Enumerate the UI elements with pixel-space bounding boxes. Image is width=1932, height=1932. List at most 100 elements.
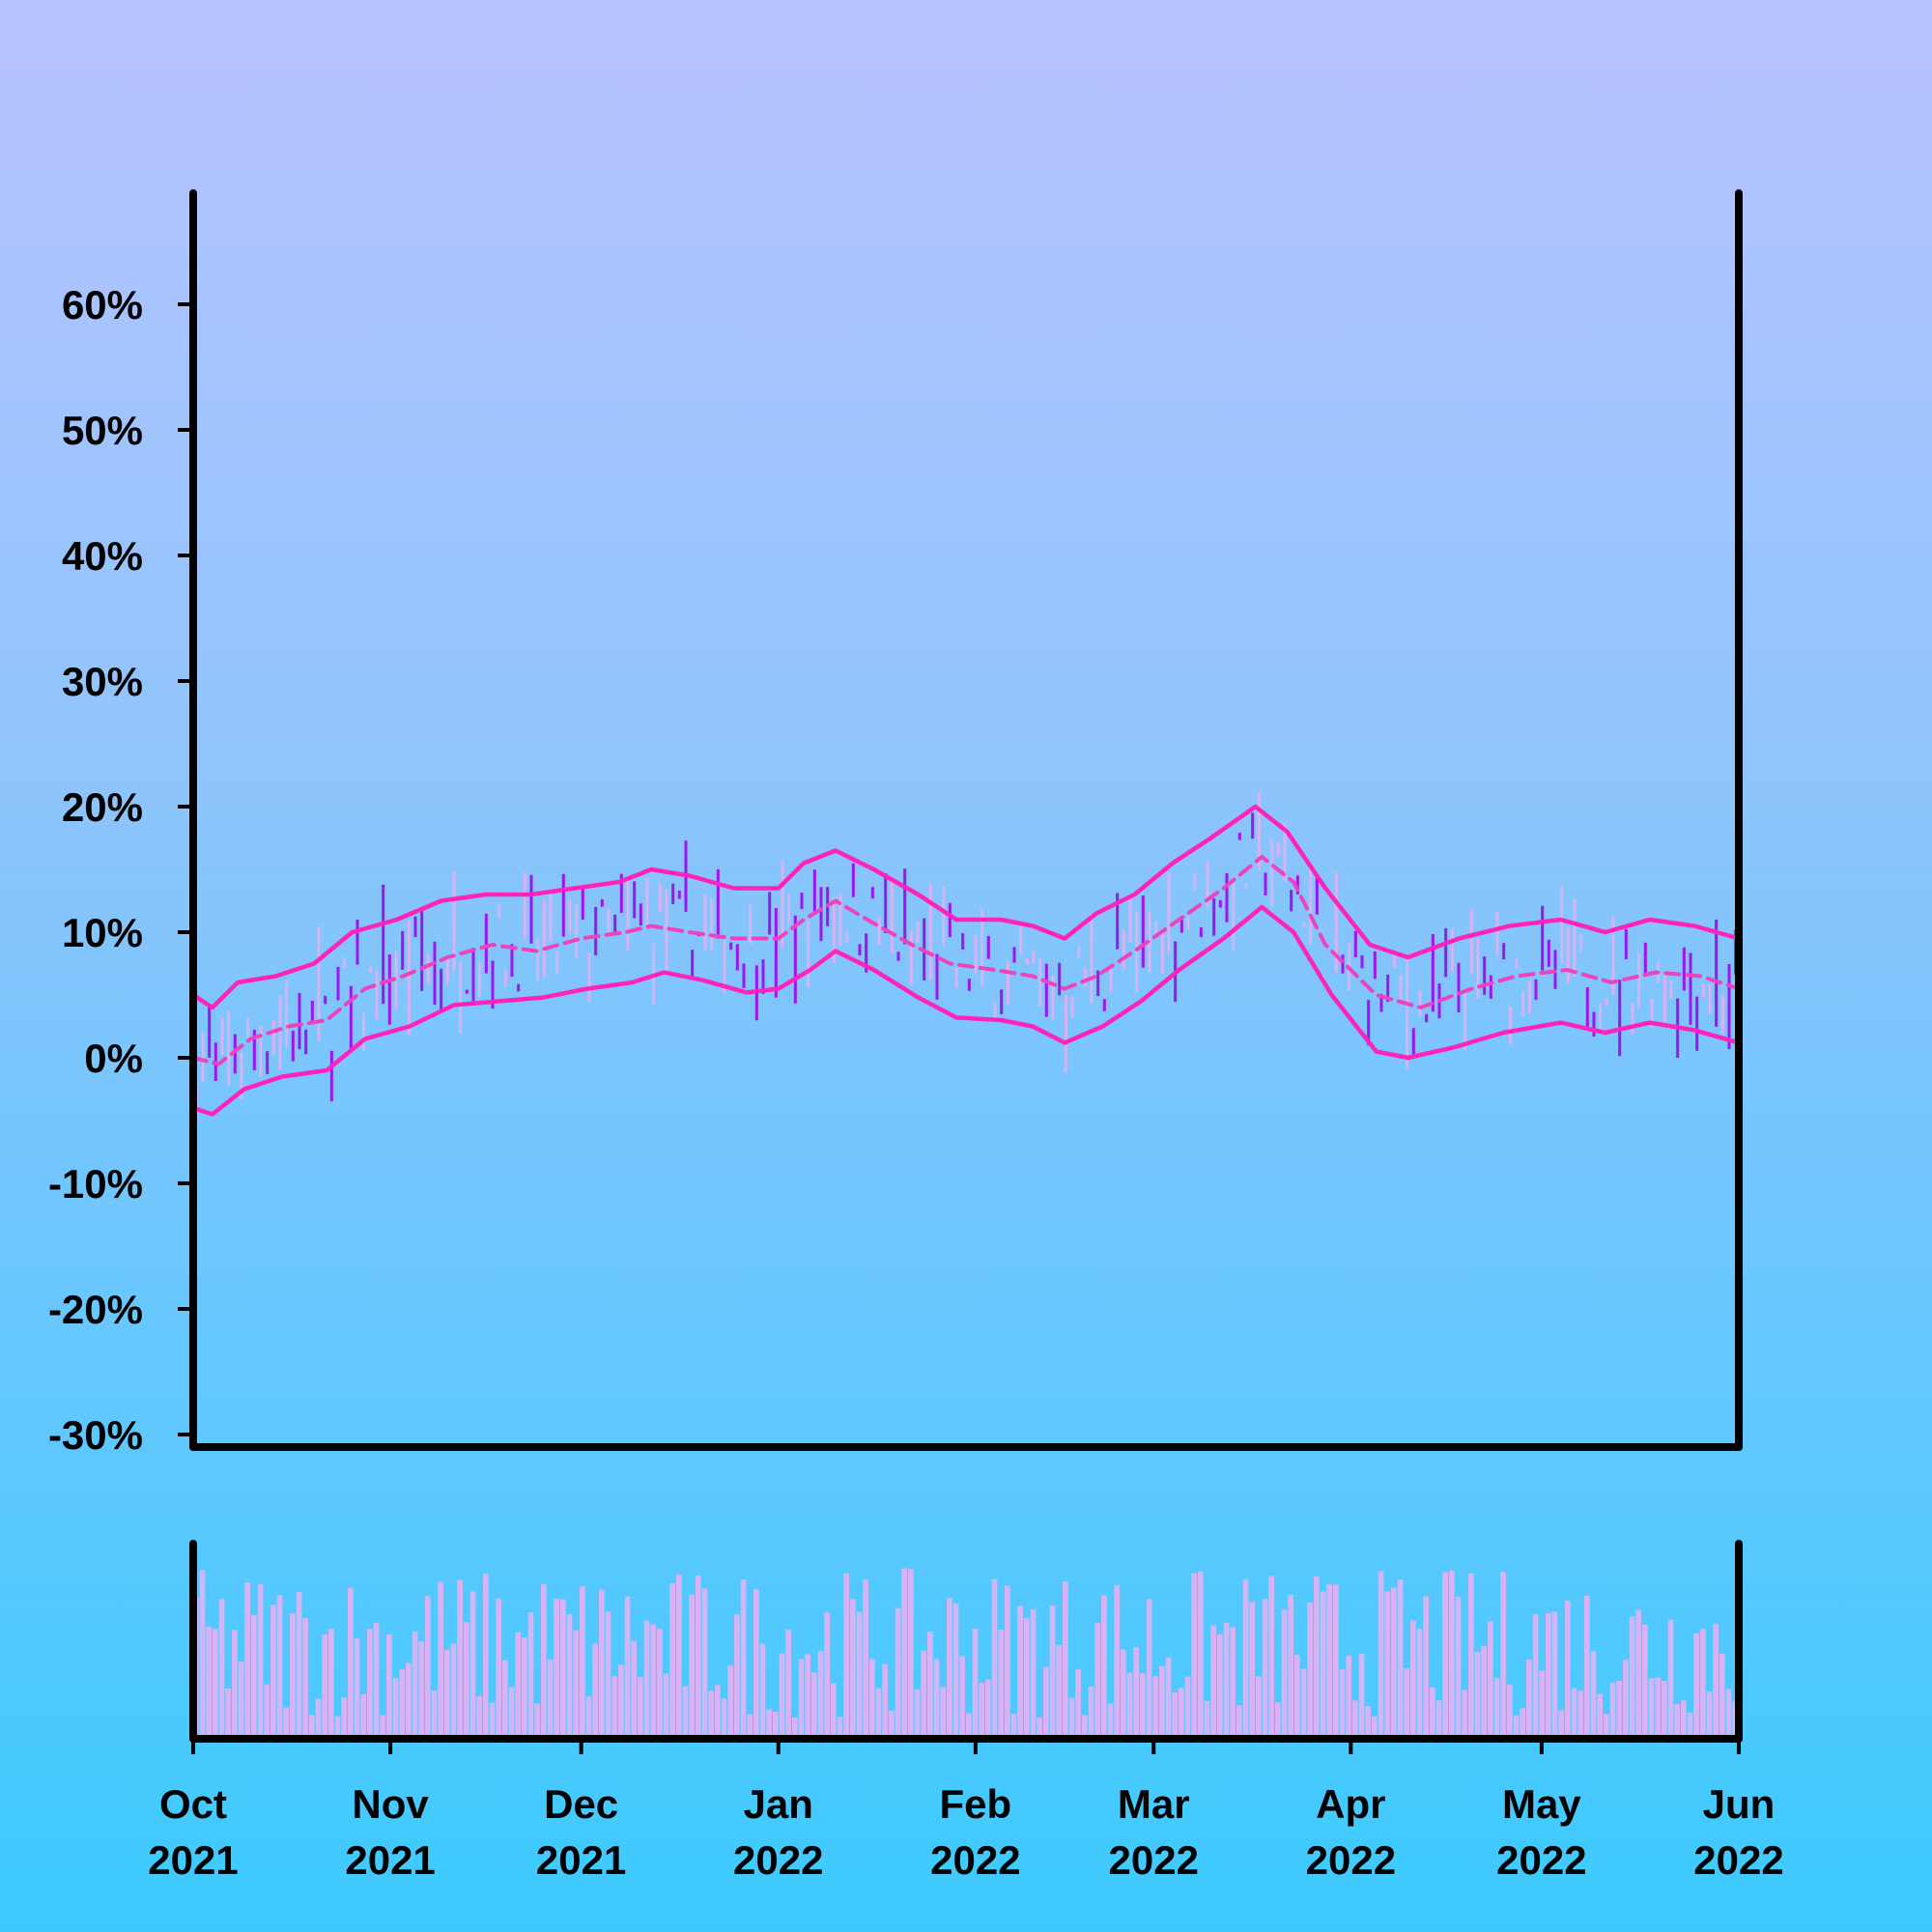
volume-bar — [1449, 1571, 1455, 1739]
volume-bar — [585, 1696, 592, 1739]
volume-bar — [225, 1689, 231, 1739]
volume-bar — [1049, 1605, 1056, 1739]
volume-bar — [418, 1641, 424, 1739]
volume-bar — [1230, 1627, 1236, 1739]
volume-bar — [882, 1663, 888, 1739]
volume-bar — [1442, 1572, 1448, 1739]
volume-bar — [1068, 1697, 1075, 1739]
volume-bar — [580, 1586, 585, 1739]
volume-bar — [1352, 1700, 1358, 1739]
volume-bar — [1101, 1595, 1107, 1739]
volume-bar — [998, 1630, 1004, 1739]
volume-bar — [1623, 1660, 1629, 1739]
bands-layer — [190, 804, 1742, 1117]
volume-bar — [740, 1579, 747, 1739]
series-line-bollinger-lower — [190, 904, 1742, 1117]
volume-bar — [444, 1649, 450, 1739]
volume-bar — [1500, 1572, 1506, 1739]
volume-bar — [450, 1643, 457, 1739]
volume-bar — [1346, 1655, 1351, 1739]
volume-bar — [875, 1688, 882, 1739]
volume-bar — [406, 1662, 412, 1739]
series-line-bollinger-middle — [191, 855, 1741, 1066]
x-tick-label-month: May — [1502, 1781, 1581, 1827]
volume-bar — [979, 1683, 984, 1739]
volume-bar — [1648, 1678, 1655, 1739]
volume-bar — [624, 1596, 631, 1739]
volume-bar — [199, 1570, 206, 1739]
volume-bar — [1693, 1633, 1699, 1739]
volume-bar — [927, 1632, 933, 1739]
y-tick-label: 40% — [62, 533, 143, 579]
volume-bar — [1642, 1624, 1648, 1739]
volume-bar — [952, 1604, 959, 1739]
volume-bar — [1320, 1591, 1326, 1739]
volume-bar — [1493, 1677, 1500, 1739]
volume-bar — [522, 1636, 527, 1739]
volume-bar — [476, 1695, 482, 1739]
volume-bar — [1198, 1571, 1204, 1739]
volume-bar — [1236, 1705, 1242, 1739]
x-tick-label-year: 2022 — [1109, 1837, 1199, 1883]
volume-bar — [1030, 1609, 1037, 1739]
volume-layer — [193, 1568, 1738, 1739]
volume-bar — [631, 1640, 637, 1739]
volume-bar — [244, 1582, 250, 1739]
volume-bar — [1372, 1716, 1378, 1739]
volume-bar — [747, 1714, 753, 1739]
volume-bar — [708, 1690, 714, 1739]
x-tick-label-month: Apr — [1316, 1781, 1385, 1827]
volume-bar — [914, 1689, 921, 1739]
axes-layer — [189, 189, 1743, 1743]
volume-bar — [1616, 1680, 1622, 1739]
volume-bar — [663, 1673, 669, 1739]
y-tick-label: -10% — [48, 1161, 143, 1207]
volume-bar — [213, 1629, 218, 1739]
volume-bar — [759, 1643, 766, 1739]
volume-bar — [618, 1664, 624, 1739]
volume-bar — [425, 1596, 431, 1739]
volume-bar — [1339, 1668, 1346, 1739]
volume-bar — [895, 1607, 901, 1739]
volume-bar — [721, 1698, 727, 1739]
volume-bar — [1256, 1676, 1262, 1739]
volume-bar — [1384, 1591, 1390, 1739]
volume-bar — [1532, 1613, 1539, 1739]
volume-bar — [889, 1710, 895, 1739]
volume-bar — [1152, 1676, 1158, 1739]
volume-bar — [611, 1676, 617, 1739]
volume-bar — [412, 1631, 418, 1739]
volume-bar — [360, 1693, 366, 1739]
volume-bar — [696, 1575, 701, 1739]
volume-bar — [534, 1703, 540, 1739]
volume-bar — [283, 1707, 289, 1739]
x-tick-label-year: 2022 — [1306, 1837, 1396, 1883]
volume-bar — [715, 1685, 721, 1739]
x-tick-label-year: 2021 — [345, 1837, 435, 1883]
y-tick-label: 50% — [62, 408, 143, 453]
volume-bar — [638, 1677, 643, 1739]
volume-bar — [1507, 1684, 1513, 1739]
volume-bar — [837, 1717, 843, 1739]
volume-bar — [457, 1579, 463, 1739]
volume-bar — [380, 1715, 385, 1739]
volume-bar — [1430, 1687, 1435, 1739]
volume-bar — [1217, 1634, 1223, 1739]
volume-bar — [1700, 1629, 1706, 1739]
volume-bar — [290, 1613, 296, 1739]
volume-bar — [508, 1687, 515, 1739]
volume-bar — [1577, 1690, 1583, 1739]
volume-bar — [1094, 1623, 1100, 1739]
volume-bar — [727, 1665, 733, 1739]
volume-bar — [831, 1683, 837, 1739]
volume-bar — [554, 1599, 559, 1739]
volume-bar — [689, 1594, 695, 1739]
volume-bar — [1107, 1703, 1114, 1739]
volume-bar — [469, 1591, 476, 1739]
y-tick-label: 0% — [84, 1036, 143, 1081]
volume-bar — [1056, 1645, 1062, 1739]
volume-bar — [1526, 1659, 1532, 1739]
volume-bar — [1268, 1576, 1274, 1739]
volume-bar — [1629, 1616, 1635, 1739]
volume-bar — [824, 1611, 830, 1739]
